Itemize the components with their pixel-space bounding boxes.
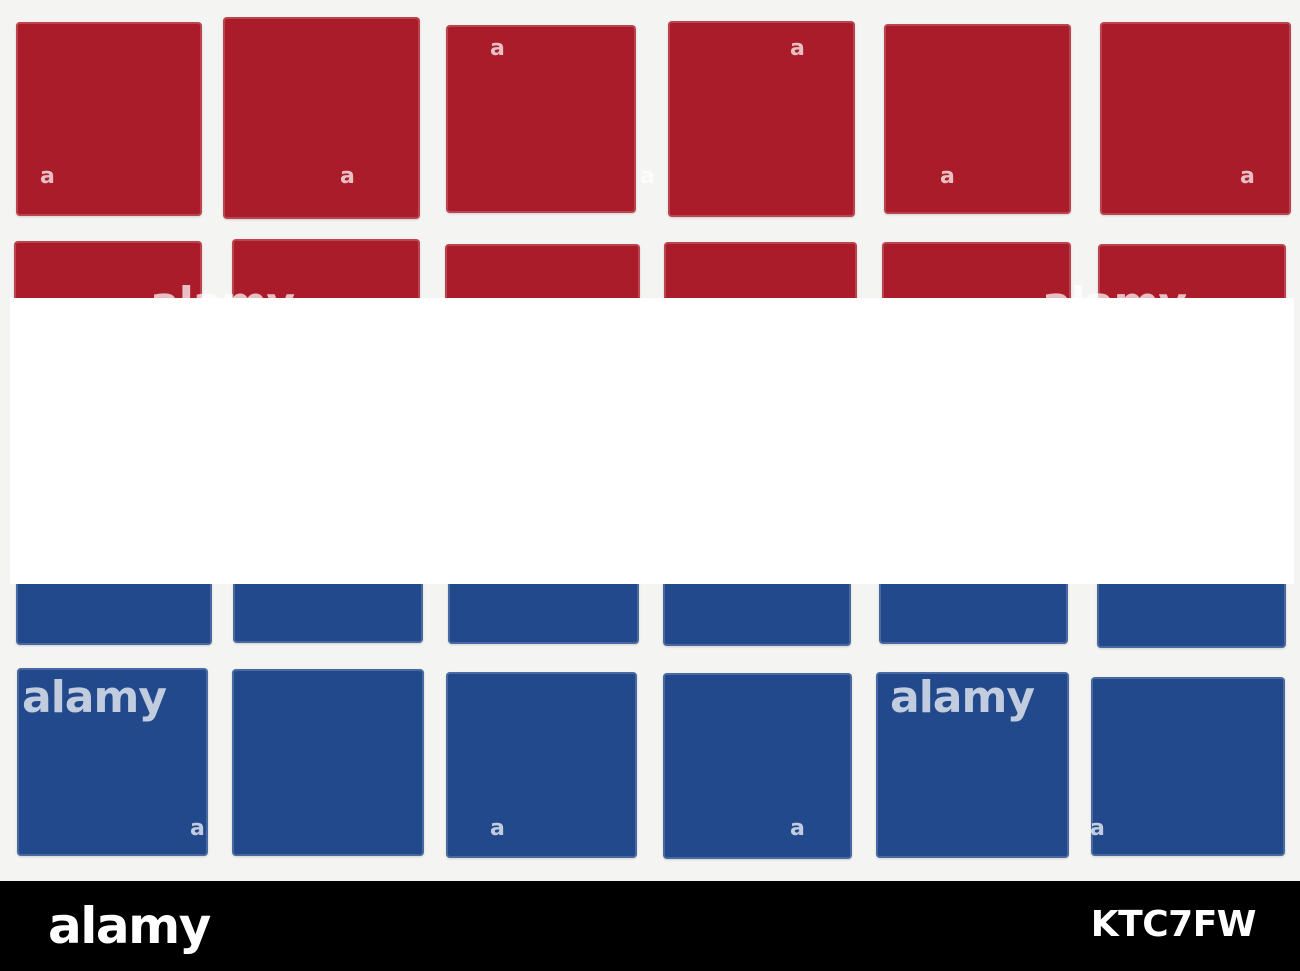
watermark-mark: a — [490, 816, 505, 841]
watermark-brand: alamy — [1042, 278, 1187, 329]
watermark-mark: a — [340, 164, 355, 189]
blue-tile — [876, 672, 1069, 858]
watermark-mark: a — [40, 164, 55, 189]
watermark-mark: a — [490, 36, 505, 61]
blue-tile — [1091, 677, 1285, 856]
blue-tile — [446, 672, 637, 858]
red-tile — [1100, 22, 1291, 215]
brand-logo: alamy — [48, 897, 211, 955]
blue-tile — [663, 673, 852, 859]
watermark-mark: a — [790, 36, 805, 61]
watermark-mark: a — [190, 816, 205, 841]
watermark-brand: alamy — [890, 672, 1035, 723]
watermark-mark: a — [1090, 816, 1105, 841]
watermark-mark: a — [640, 164, 655, 189]
red-tile — [16, 22, 202, 216]
watermark-footer: alamy KTC7FW — [0, 881, 1300, 971]
blue-tile — [232, 669, 424, 856]
image-id-label: KTC7FW — [1090, 904, 1257, 945]
watermark-brand: alamy — [150, 278, 295, 329]
red-tile — [884, 24, 1071, 214]
red-tile — [668, 21, 855, 217]
watermark-brand: alamy — [22, 672, 167, 723]
red-tile — [223, 17, 420, 219]
watermark-mark: a — [1240, 164, 1255, 189]
white-flag-band — [10, 298, 1294, 584]
watermark-mark: a — [790, 816, 805, 841]
red-tile — [446, 25, 636, 213]
tiled-flag-photo: alamy alamy alamy alamy a a a a a a a a … — [0, 0, 1300, 881]
blue-tile — [17, 668, 208, 856]
watermark-mark: a — [940, 164, 955, 189]
